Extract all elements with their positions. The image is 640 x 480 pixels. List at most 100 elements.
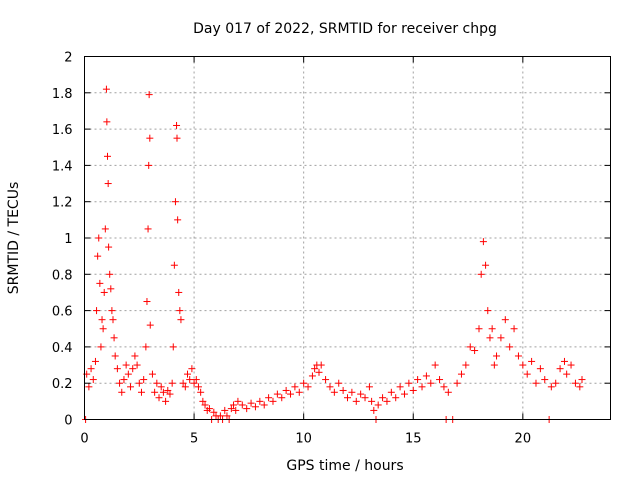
data-point-79 bbox=[210, 408, 218, 416]
data-point-69 bbox=[188, 365, 196, 373]
data-point-22 bbox=[108, 307, 116, 315]
data-point-66 bbox=[181, 383, 189, 391]
data-point-9 bbox=[96, 279, 104, 287]
y-tick-label-1.6: 1.6 bbox=[52, 123, 73, 138]
data-point-34 bbox=[131, 352, 139, 360]
data-point-156 bbox=[488, 325, 496, 333]
data-point-157 bbox=[490, 361, 498, 369]
data-point-47 bbox=[151, 388, 159, 396]
data-point-158 bbox=[493, 352, 501, 360]
data-point-71 bbox=[192, 376, 200, 384]
data-point-113 bbox=[326, 383, 334, 391]
data-point-64 bbox=[177, 316, 185, 324]
data-point-123 bbox=[368, 397, 376, 405]
data-point-51 bbox=[159, 388, 167, 396]
data-point-114 bbox=[330, 388, 338, 396]
data-point-135 bbox=[414, 376, 422, 384]
data-point-3 bbox=[87, 365, 95, 373]
data-point-7 bbox=[94, 252, 102, 260]
data-point-16 bbox=[103, 118, 111, 126]
data-point-77 bbox=[205, 405, 213, 413]
data-point-143 bbox=[444, 388, 452, 396]
x-axis: 0 5 10 15 20 bbox=[80, 56, 532, 447]
x-tick-label-10: 10 bbox=[295, 432, 312, 447]
grid bbox=[84, 56, 611, 420]
data-point-45 bbox=[146, 321, 154, 329]
x-axis-title: GPS time / hours bbox=[286, 458, 403, 474]
data-point-32 bbox=[127, 383, 135, 391]
data-point-112 bbox=[322, 376, 330, 384]
x-tick-label-0: 0 bbox=[80, 432, 88, 447]
data-point-174 bbox=[560, 357, 568, 365]
data-point-17 bbox=[104, 152, 112, 160]
data-point-179 bbox=[578, 376, 586, 384]
data-point-82 bbox=[216, 412, 224, 420]
y-tick-label-0: 0 bbox=[64, 414, 72, 429]
data-point-122 bbox=[365, 383, 373, 391]
data-point-117 bbox=[344, 394, 351, 402]
data-point-91 bbox=[238, 401, 246, 409]
y-tick-label-1.8: 1.8 bbox=[52, 87, 73, 102]
data-point-128 bbox=[383, 397, 391, 405]
data-point-172 bbox=[552, 379, 560, 387]
data-point-93 bbox=[247, 399, 255, 407]
data-point-96 bbox=[260, 401, 268, 409]
data-point-95 bbox=[256, 397, 264, 405]
data-point-59 bbox=[173, 121, 181, 129]
data-point-21 bbox=[107, 285, 115, 293]
data-point-12 bbox=[99, 325, 107, 333]
data-point-31 bbox=[124, 370, 132, 378]
data-point-153 bbox=[482, 261, 490, 269]
data-point-23 bbox=[109, 316, 117, 324]
data-point-15 bbox=[102, 85, 110, 93]
data-point-62 bbox=[175, 288, 183, 296]
data-point-176 bbox=[567, 361, 575, 369]
data-point-154 bbox=[484, 307, 492, 315]
data-point-103 bbox=[291, 383, 299, 391]
data-point-140 bbox=[436, 376, 444, 384]
data-point-118 bbox=[348, 388, 356, 396]
x-tick-label-20: 20 bbox=[515, 432, 532, 447]
data-point-120 bbox=[357, 390, 365, 398]
data-point-43 bbox=[145, 91, 153, 99]
chart-title: Day 017 of 2022, SRMTID for receiver chp… bbox=[193, 21, 497, 37]
data-point-177 bbox=[571, 379, 579, 387]
data-point-30 bbox=[122, 361, 130, 369]
data-point-52 bbox=[162, 397, 170, 405]
data-point-152 bbox=[479, 238, 487, 246]
data-point-94 bbox=[251, 403, 259, 411]
data-point-130 bbox=[392, 394, 400, 402]
data-point-173 bbox=[556, 365, 564, 373]
data-point-37 bbox=[137, 388, 145, 396]
y-tick-label-1.2: 1.2 bbox=[52, 196, 73, 211]
data-point-155 bbox=[486, 334, 494, 342]
data-point-11 bbox=[98, 316, 106, 324]
data-point-126 bbox=[374, 401, 382, 409]
data-point-35 bbox=[133, 361, 141, 369]
data-point-2 bbox=[85, 383, 93, 391]
data-point-138 bbox=[427, 379, 435, 387]
data-point-25 bbox=[111, 352, 119, 360]
data-point-56 bbox=[169, 343, 177, 351]
data-point-48 bbox=[153, 379, 161, 387]
data-point-137 bbox=[422, 372, 430, 380]
data-point-26 bbox=[113, 365, 121, 373]
data-point-175 bbox=[563, 370, 571, 378]
data-point-141 bbox=[440, 383, 448, 391]
data-point-133 bbox=[405, 379, 413, 387]
data-point-134 bbox=[409, 386, 417, 394]
data-point-111 bbox=[317, 361, 325, 369]
data-point-106 bbox=[304, 383, 312, 391]
data-point-116 bbox=[339, 386, 347, 394]
data-point-84 bbox=[221, 406, 229, 414]
data-point-67 bbox=[184, 370, 192, 378]
data-point-28 bbox=[118, 388, 126, 396]
y-axis: 0 0.2 0.4 0.6 0.8 1 1.2 1.4 1.6 1.8 2 bbox=[52, 51, 611, 429]
data-point-131 bbox=[396, 383, 404, 391]
data-point-72 bbox=[194, 383, 202, 391]
x-tick-label-5: 5 bbox=[190, 432, 198, 447]
data-point-68 bbox=[186, 376, 194, 384]
y-tick-label-0.8: 0.8 bbox=[52, 268, 73, 283]
plot-frame bbox=[84, 56, 611, 420]
